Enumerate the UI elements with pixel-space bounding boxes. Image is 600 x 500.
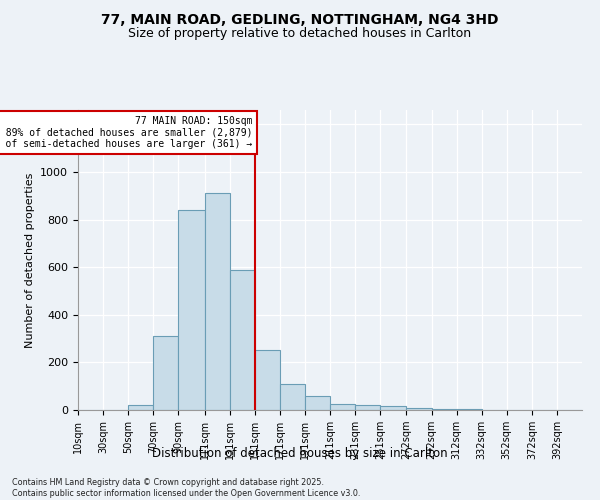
Text: Size of property relative to detached houses in Carlton: Size of property relative to detached ho… — [128, 28, 472, 40]
Bar — [178, 210, 205, 410]
Text: Contains HM Land Registry data © Crown copyright and database right 2025.
Contai: Contains HM Land Registry data © Crown c… — [12, 478, 361, 498]
Bar — [406, 408, 431, 410]
Bar — [153, 336, 178, 410]
Y-axis label: Number of detached properties: Number of detached properties — [25, 172, 35, 348]
Bar — [280, 384, 305, 410]
Bar — [431, 409, 457, 410]
Bar — [255, 350, 280, 410]
Text: 77 MAIN ROAD: 150sqm
← 89% of detached houses are smaller (2,879)
11% of semi-de: 77 MAIN ROAD: 150sqm ← 89% of detached h… — [0, 116, 252, 149]
Bar — [205, 194, 230, 410]
Bar — [128, 405, 153, 410]
Text: 77, MAIN ROAD, GEDLING, NOTTINGHAM, NG4 3HD: 77, MAIN ROAD, GEDLING, NOTTINGHAM, NG4 … — [101, 12, 499, 26]
Bar — [330, 404, 355, 410]
Bar — [355, 405, 380, 410]
Bar — [230, 270, 255, 410]
Bar — [305, 396, 330, 410]
Text: Distribution of detached houses by size in Carlton: Distribution of detached houses by size … — [152, 448, 448, 460]
Bar — [380, 406, 406, 410]
